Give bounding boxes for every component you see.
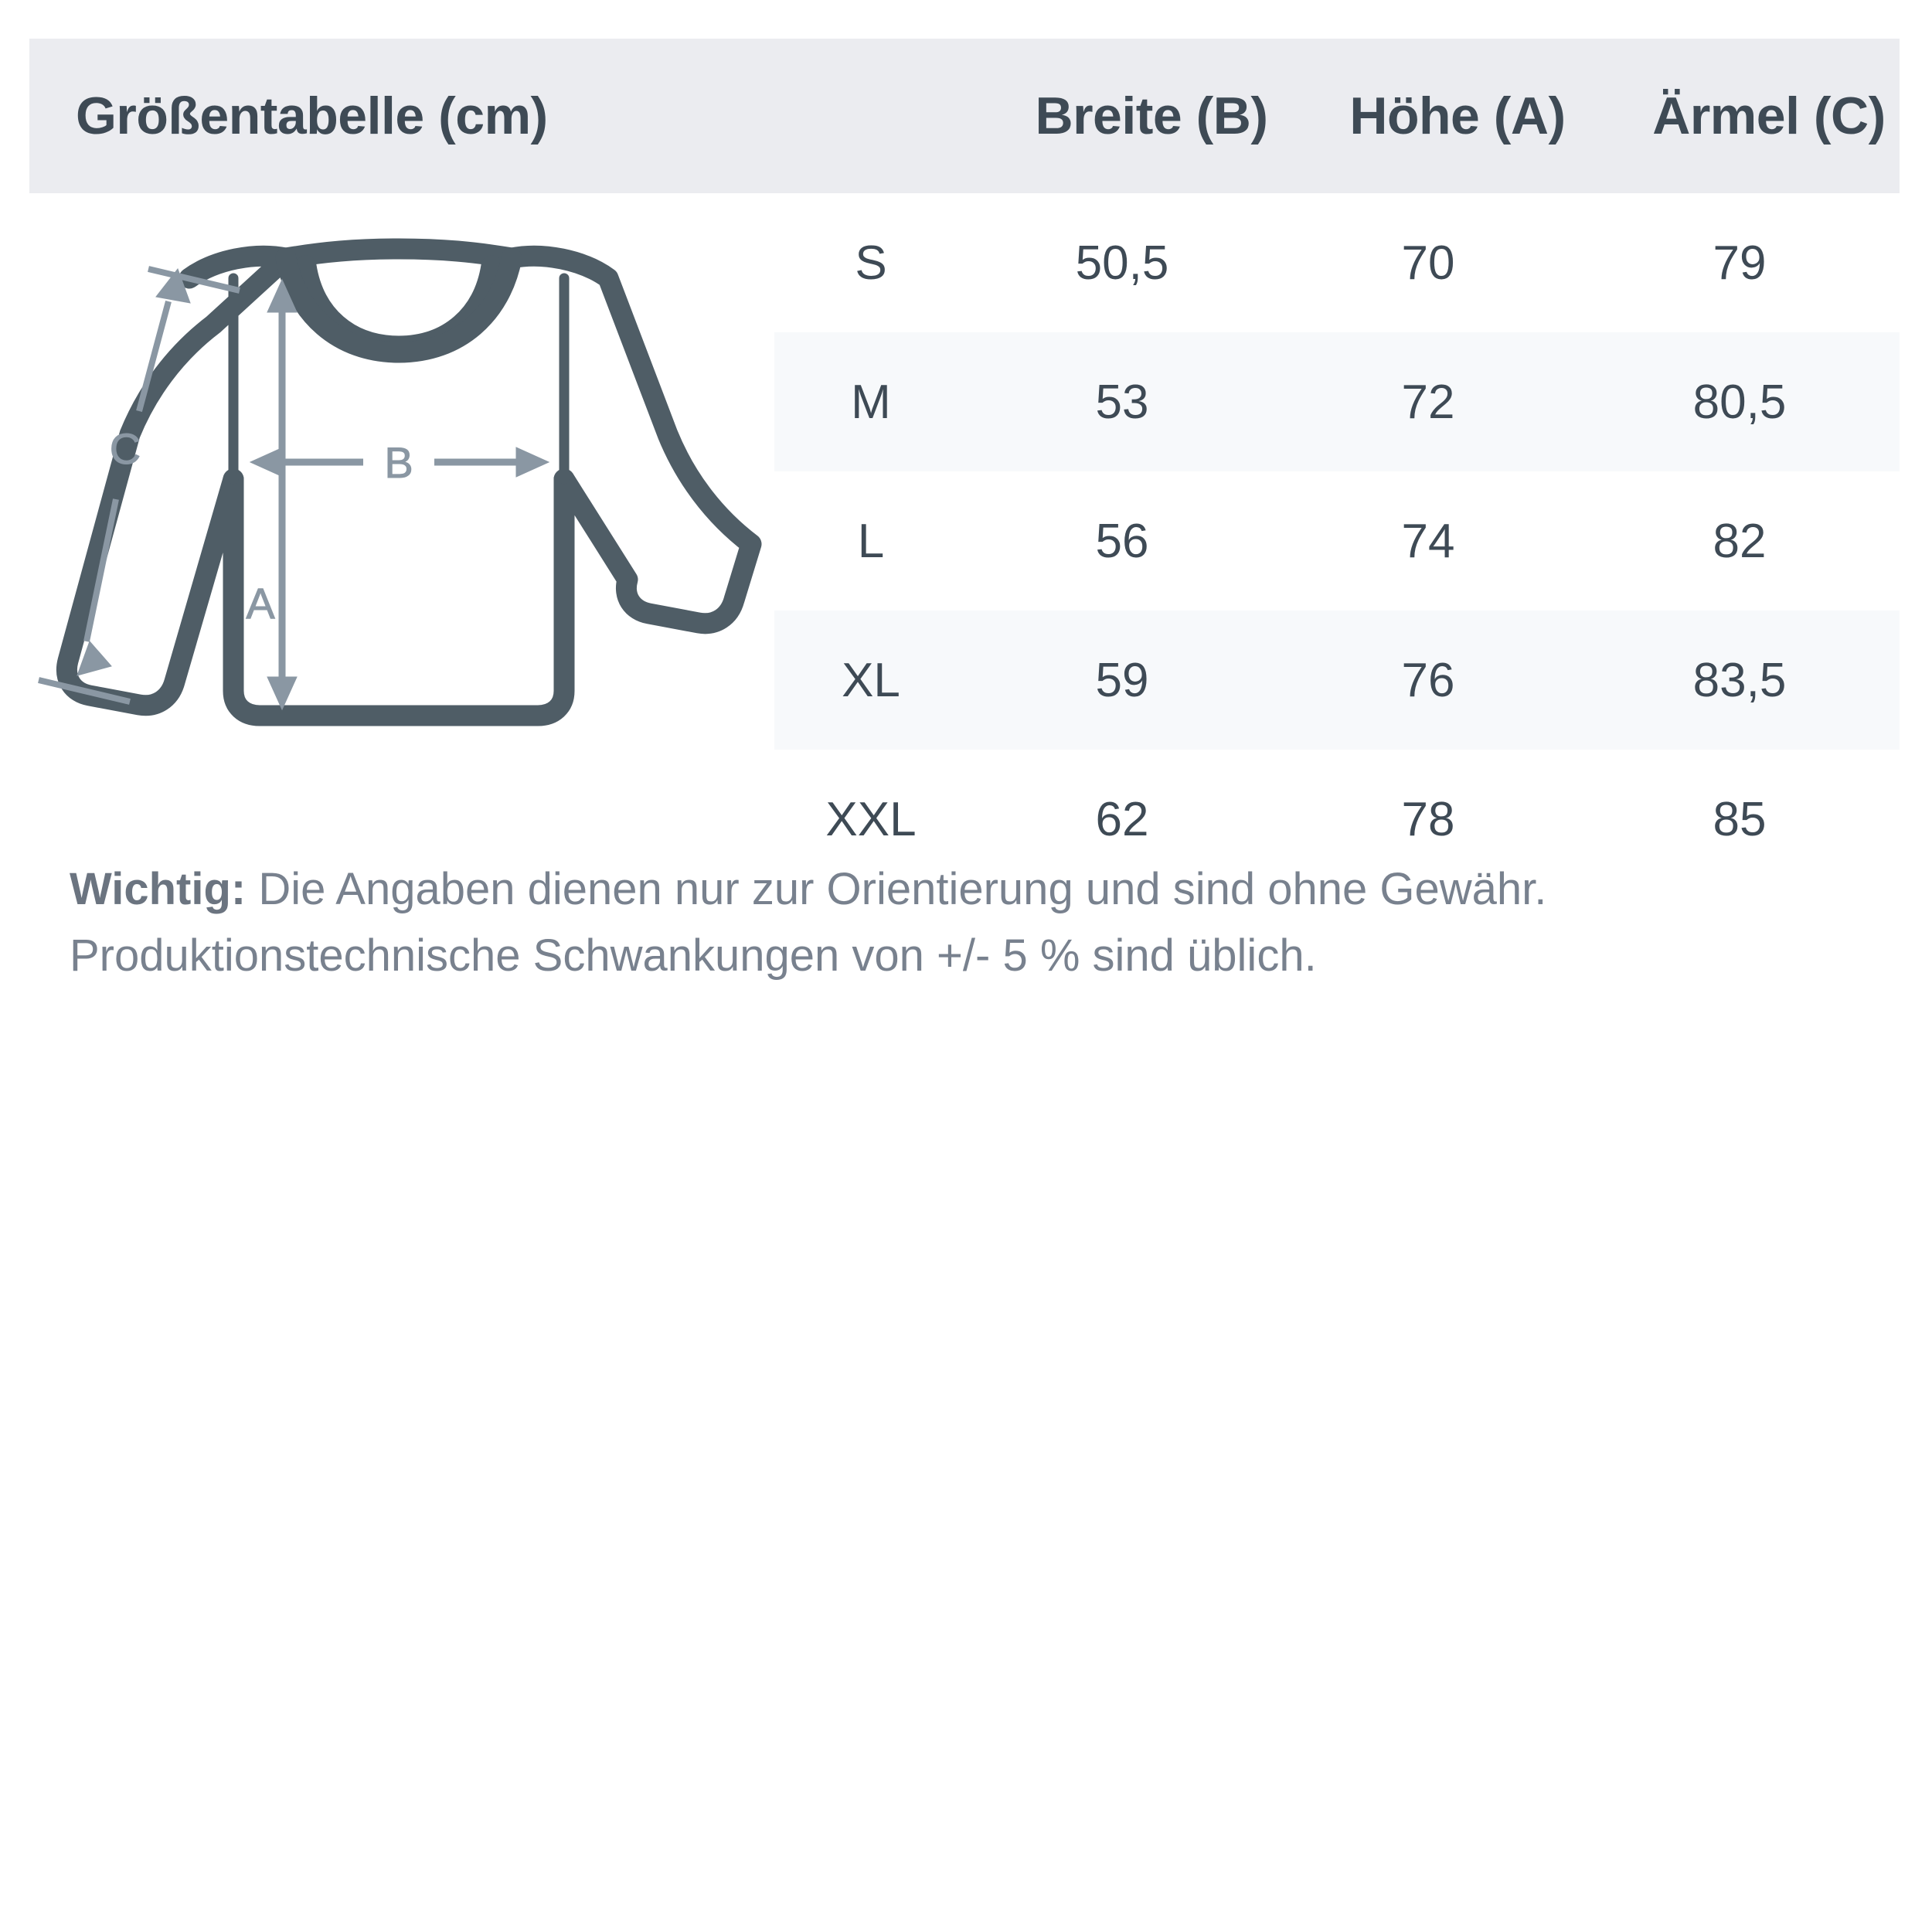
dimension-label-c: C [110, 424, 141, 473]
page-title: Größentabelle (cm) [76, 87, 548, 145]
dimension-label-b: B [384, 438, 413, 487]
dimension-c: C [38, 266, 240, 705]
cell-hoehe: 70 [1401, 236, 1455, 290]
cell-aermel: 82 [1713, 514, 1767, 568]
cell-hoehe: 78 [1401, 792, 1455, 846]
cell-aermel: 83,5 [1692, 653, 1787, 707]
long-sleeve-shirt-diagram: A B [31, 232, 773, 819]
cell-size: M [851, 375, 891, 429]
disclaimer-note: Wichtig: Die Angaben dienen nur zur Orie… [70, 856, 1870, 989]
column-header-aermel: Ärmel (C) [1652, 87, 1886, 145]
garment-outline-icon [56, 238, 762, 726]
cell-hoehe: 76 [1401, 653, 1455, 707]
cell-size: XL [842, 653, 900, 707]
cell-size: XXL [825, 792, 917, 846]
cell-aermel: 80,5 [1692, 375, 1787, 429]
cell-breite: 59 [1095, 653, 1149, 707]
table-row: M 53 72 80,5 [774, 332, 1900, 471]
table-row: XXL 62 78 85 [774, 750, 1900, 889]
cell-aermel: 79 [1713, 236, 1767, 290]
dimension-b: B [249, 438, 550, 488]
disclaimer-label: Wichtig: [70, 864, 247, 914]
cell-hoehe: 74 [1401, 514, 1455, 568]
cell-breite: 53 [1095, 375, 1149, 429]
dimension-a: A [246, 278, 298, 711]
dimension-markers: A B [38, 266, 550, 711]
disclaimer-line-1: Die Angaben dienen nur zur Orientierung … [246, 864, 1547, 914]
cell-breite: 50,5 [1075, 236, 1169, 290]
cell-breite: 62 [1095, 792, 1149, 846]
cell-hoehe: 72 [1401, 375, 1455, 429]
table-row: S 50,5 70 79 [774, 193, 1900, 332]
table-header-band: Größentabelle (cm) Breite (B) Höhe (A) Ä… [29, 39, 1900, 193]
cell-size: S [855, 236, 887, 290]
column-header-hoehe: Höhe (A) [1349, 87, 1566, 145]
cell-breite: 56 [1095, 514, 1149, 568]
column-header-breite: Breite (B) [1035, 87, 1268, 145]
table-row: XL 59 76 83,5 [774, 611, 1900, 750]
dimension-label-a: A [246, 579, 275, 628]
cell-aermel: 85 [1713, 792, 1767, 846]
cell-size: L [857, 514, 885, 568]
table-row: L 56 74 82 [774, 471, 1900, 611]
size-table-body: S 50,5 70 79 M 53 72 80,5 L 56 74 82 XL … [774, 193, 1900, 889]
disclaimer-line-2: Produktionstechnische Schwankungen von +… [70, 930, 1317, 981]
column-headers: Breite (B) Höhe (A) Ärmel (C) [804, 39, 1929, 193]
